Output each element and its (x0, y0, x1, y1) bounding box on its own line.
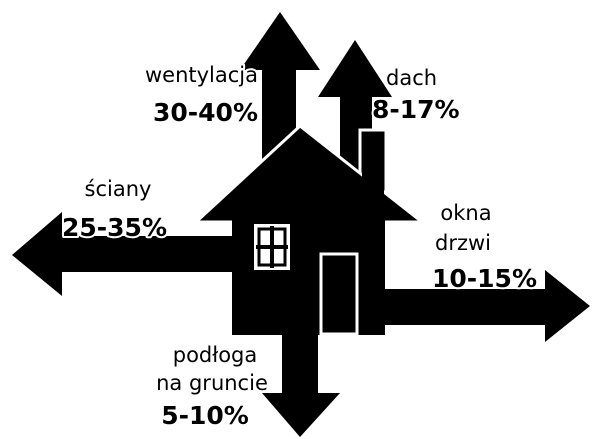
house (192, 124, 427, 336)
label: okna (440, 201, 491, 225)
label: ściany (85, 177, 152, 201)
door (319, 252, 359, 336)
label: drzwi (435, 231, 491, 255)
arrow-walls (12, 212, 245, 296)
arrow-floor (262, 320, 340, 437)
arrows (12, 12, 590, 437)
arrow-ventilation (240, 12, 320, 200)
label: wentylacja (145, 63, 258, 87)
label: na gruncie (156, 371, 268, 395)
arrow-roof (318, 40, 392, 200)
value: 8-17% (372, 95, 460, 124)
arrow-windows (370, 270, 590, 342)
window-pane (257, 227, 287, 267)
value: 25-35% (62, 213, 167, 242)
labels: wentylacja 30-40% dach 8-17% ściany 25-3… (60, 61, 539, 432)
label: podłoga (173, 343, 258, 367)
chimney-top (362, 140, 384, 220)
value: 5-10% (161, 401, 249, 430)
label: dach (386, 66, 437, 90)
value: 30-40% (153, 98, 258, 127)
value: 10-15% (432, 264, 537, 293)
